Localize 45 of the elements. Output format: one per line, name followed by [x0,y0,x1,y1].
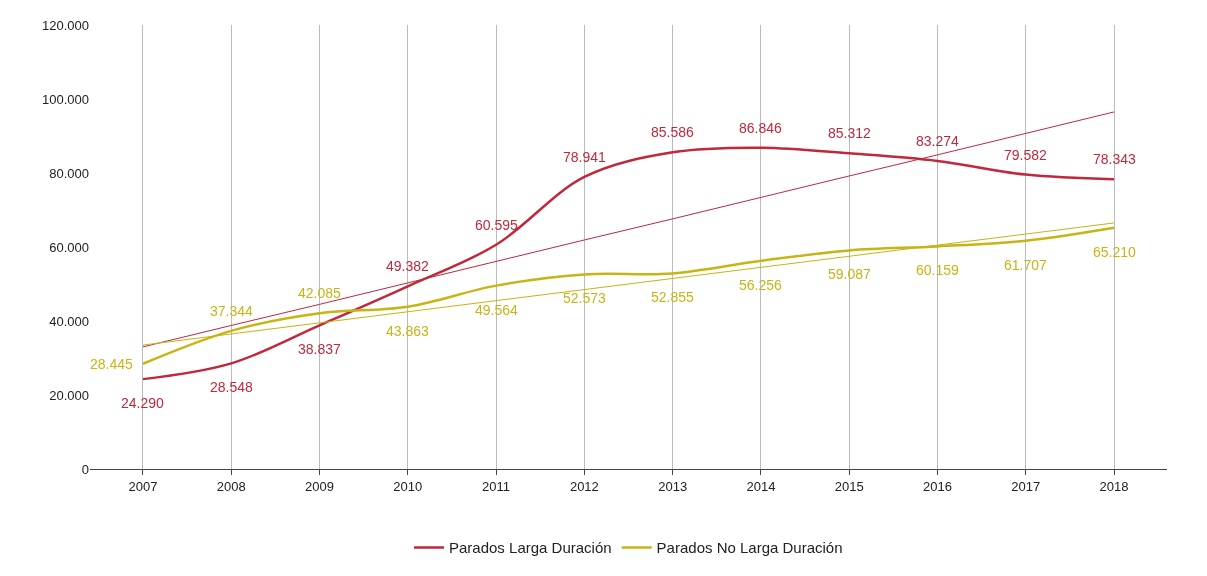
data-label: 60.595 [475,217,519,233]
data-label: 38.837 [298,341,342,357]
x-tick-label: 2009 [305,478,334,494]
x-tick-label: 2014 [746,478,776,494]
x-tick-label: 2016 [923,478,952,494]
x-tick-label: 2015 [834,478,864,494]
data-label: 56.256 [739,277,783,293]
data-label: 28.445 [90,356,134,372]
y-tick-label: 20.000 [49,387,89,403]
data-label: 83.274 [916,133,960,149]
x-tick-label: 2011 [482,478,511,494]
x-tick-label: 2013 [658,478,688,494]
data-label: 28.548 [210,379,254,395]
legend-label: Parados Larga Duración [449,539,612,557]
data-label: 49.564 [475,302,519,318]
data-label: 78.343 [1093,151,1137,167]
x-tick-label: 2012 [569,478,599,494]
data-label: 86.846 [739,120,783,136]
x-tick-label: 2018 [1099,478,1129,494]
x-tick-label: 2017 [1011,478,1041,494]
y-tick-label: 120.000 [42,17,89,33]
x-tick-label: 2007 [128,478,158,494]
data-label: 49.382 [386,258,430,274]
y-tick-label: 60.000 [49,239,89,255]
data-label: 78.941 [563,149,607,165]
data-label: 59.087 [828,266,872,282]
data-label: 65.210 [1093,244,1137,260]
data-label: 61.707 [1004,257,1048,273]
data-label: 52.855 [651,289,695,305]
data-label: 85.312 [828,125,872,141]
y-tick-label: 40.000 [49,313,89,329]
data-label: 52.573 [563,290,607,306]
data-label: 24.290 [121,395,165,411]
legend-label: Parados No Larga Duración [656,539,843,557]
y-tick-label: 0 [81,461,89,477]
x-tick-label: 2010 [393,478,423,494]
data-label: 60.159 [916,262,960,278]
data-label: 79.582 [1004,147,1048,163]
data-label: 85.586 [651,124,695,140]
x-tick-label: 2008 [216,478,246,494]
data-label: 43.863 [386,323,430,339]
y-tick-label: 80.000 [49,165,89,181]
data-label: 42.085 [298,285,342,301]
y-tick-label: 100.000 [42,91,89,107]
data-label: 37.344 [210,303,254,319]
